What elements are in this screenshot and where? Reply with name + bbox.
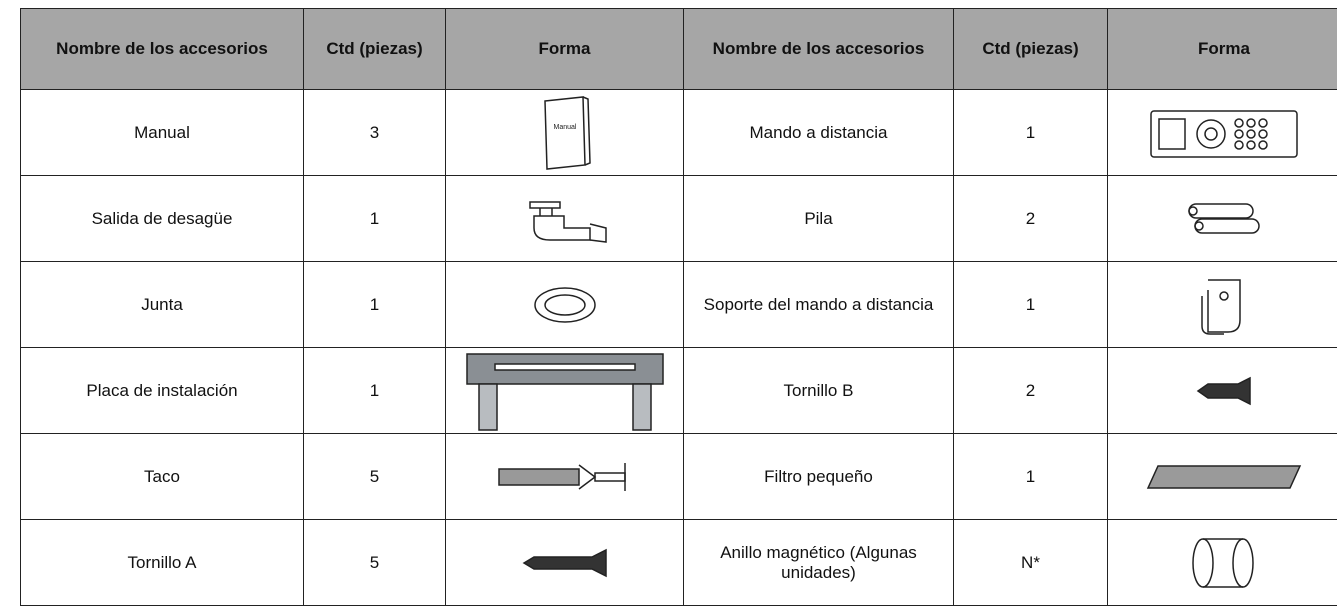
row: Junta 1 Soporte del mando a distancia 1 <box>21 262 1337 348</box>
row: Manual 3 Manual Mando a distancia 1 <box>21 90 1337 176</box>
name-cell: Placa de instalación <box>21 348 304 434</box>
row: Taco 5 Filtro pequeño 1 <box>21 434 1337 520</box>
remote-icon <box>1149 103 1299 163</box>
shape-cell <box>1108 90 1337 176</box>
accessories-table: Nombre de los accesorios Ctd (piezas) Fo… <box>20 8 1337 606</box>
shape-cell <box>1108 262 1337 348</box>
screw-a-icon <box>520 548 610 578</box>
header-cell: Nombre de los accesorios <box>684 9 954 90</box>
header-cell: Forma <box>446 9 684 90</box>
qty-cell: 1 <box>304 262 446 348</box>
name-cell: Pila <box>684 176 954 262</box>
header-cell: Forma <box>1108 9 1337 90</box>
plug-icon <box>495 457 635 497</box>
row: Salida de desagüe 1 Pila 2 <box>21 176 1337 262</box>
qty-cell: N* <box>954 520 1108 606</box>
name-cell: Taco <box>21 434 304 520</box>
name-cell: Anillo magnético (Algunas unidades) <box>684 520 954 606</box>
shape-cell <box>446 262 684 348</box>
qty-cell: 5 <box>304 520 446 606</box>
name-cell: Tornillo A <box>21 520 304 606</box>
filter-icon <box>1144 462 1304 492</box>
name-cell: Junta <box>21 262 304 348</box>
qty-cell: 5 <box>304 434 446 520</box>
shape-cell <box>446 434 684 520</box>
qty-cell: 2 <box>954 348 1108 434</box>
header-cell: Ctd (piezas) <box>304 9 446 90</box>
holder-icon <box>1194 270 1254 340</box>
name-cell: Manual <box>21 90 304 176</box>
battery-icon <box>1179 199 1269 239</box>
shape-cell <box>446 348 684 434</box>
qty-cell: 1 <box>304 348 446 434</box>
ring-icon <box>1189 533 1259 593</box>
name-cell: Mando a distancia <box>684 90 954 176</box>
shape-cell <box>446 176 684 262</box>
row: Tornillo A 5 Anillo magnético (Algunas u… <box>21 520 1337 606</box>
header-cell: Ctd (piezas) <box>954 9 1108 90</box>
qty-cell: 1 <box>954 90 1108 176</box>
manual-icon-label: Manual <box>553 124 576 131</box>
shape-cell <box>1108 434 1337 520</box>
shape-cell <box>1108 348 1337 434</box>
drain-icon <box>520 194 610 244</box>
shape-cell <box>446 520 684 606</box>
qty-cell: 1 <box>954 262 1108 348</box>
header-cell: Nombre de los accesorios <box>21 9 304 90</box>
shape-cell <box>1108 520 1337 606</box>
shape-cell <box>1108 176 1337 262</box>
qty-cell: 1 <box>304 176 446 262</box>
name-cell: Filtro pequeño <box>684 434 954 520</box>
qty-cell: 1 <box>954 434 1108 520</box>
qty-cell: 3 <box>304 90 446 176</box>
shape-cell: Manual <box>446 90 684 176</box>
name-cell: Tornillo B <box>684 348 954 434</box>
header-row: Nombre de los accesorios Ctd (piezas) Fo… <box>21 9 1337 90</box>
name-cell: Soporte del mando a distancia <box>684 262 954 348</box>
screw-b-icon <box>1194 376 1254 406</box>
name-cell: Salida de desagüe <box>21 176 304 262</box>
plate-icon <box>465 350 665 432</box>
qty-cell: 2 <box>954 176 1108 262</box>
manual-icon: Manual <box>535 93 595 173</box>
row: Placa de instalación 1 Tornillo B 2 <box>21 348 1337 434</box>
gasket-icon <box>530 280 600 330</box>
